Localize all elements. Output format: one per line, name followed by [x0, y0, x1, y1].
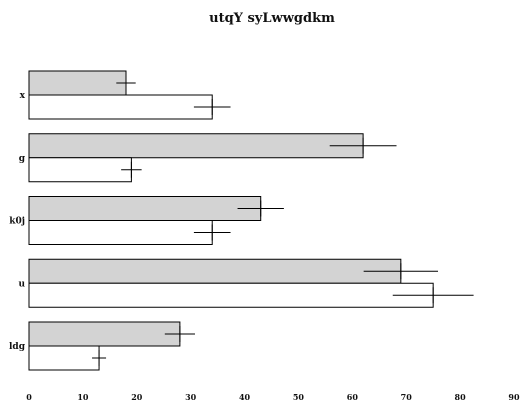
- bar-u-series-1: [28, 258, 402, 284]
- bar-g-series-2: [28, 157, 132, 183]
- bar-x-series-1: [28, 70, 127, 96]
- x-tick-label-90: 90: [508, 392, 520, 402]
- x-tick-label-20: 20: [131, 392, 143, 402]
- bar-x-series-2: [28, 94, 213, 120]
- error-bars-layer: [92, 75, 474, 366]
- x-tick-label-10: 10: [77, 392, 89, 402]
- bar-g-series-1: [28, 133, 364, 159]
- bars-layer: [28, 70, 434, 371]
- category-label-u: u: [18, 279, 25, 289]
- x-tick-label-0: 0: [26, 392, 32, 402]
- category-label-k0j: k0j: [9, 217, 25, 227]
- x-tick-label-80: 80: [455, 392, 467, 402]
- bar-u-series-2: [28, 282, 434, 308]
- category-label-x: x: [20, 91, 26, 101]
- x-tick-label-60: 60: [347, 392, 359, 402]
- x-tick-label-30: 30: [185, 392, 197, 402]
- category-labels: x g k0j u ldg: [9, 91, 26, 352]
- bar-k0j-series-1: [28, 196, 262, 221]
- bar-ldg-series-2: [28, 345, 100, 371]
- x-tick-label-50: 50: [293, 392, 305, 402]
- x-tick-label-40: 40: [239, 392, 251, 402]
- x-axis-ticks: 0 10 20 30 40 50 60 70 80 90: [26, 392, 520, 402]
- category-label-ldg: ldg: [9, 342, 26, 352]
- bar-k0j-series-2: [28, 220, 213, 245]
- bar-ldg-series-1: [28, 321, 181, 347]
- category-label-g: g: [19, 154, 26, 164]
- x-tick-label-70: 70: [401, 392, 413, 402]
- chart-title: utqY syLwwgdkm: [209, 11, 335, 26]
